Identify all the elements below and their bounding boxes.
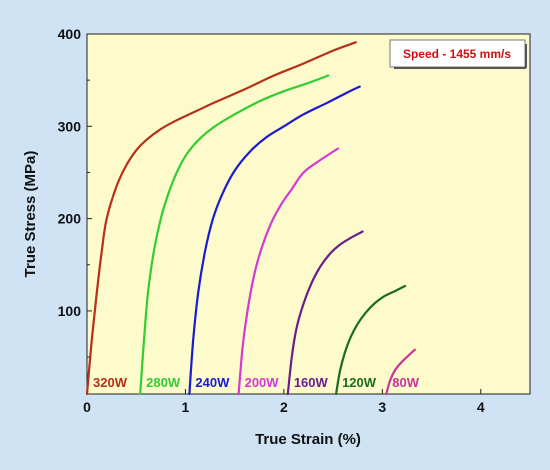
plot-area xyxy=(86,33,531,395)
y-tick-label: 400 xyxy=(58,26,82,42)
series-line-200w xyxy=(237,147,340,396)
y-tick-label: 100 xyxy=(58,303,82,319)
series-line-240w xyxy=(188,85,361,396)
series-label-240w: 240W xyxy=(195,375,230,390)
y-tick-label: 200 xyxy=(58,211,82,227)
series-label-120w: 120W xyxy=(342,375,377,390)
series-label-80w: 80W xyxy=(392,375,419,390)
x-tick-label: 1 xyxy=(182,399,190,415)
series-line-80w xyxy=(385,348,416,396)
annotation-text: Speed - 1455 mm/s xyxy=(403,47,511,61)
series-line-280w xyxy=(139,74,330,396)
series-label-280w: 280W xyxy=(146,375,181,390)
x-axis-title: True Strain (%) xyxy=(255,431,361,448)
series-label-160w: 160W xyxy=(294,375,329,390)
series-label-320w: 320W xyxy=(93,375,128,390)
series-line-320w xyxy=(85,41,357,396)
annotation-box xyxy=(389,39,526,68)
series-line-160w xyxy=(286,230,364,396)
x-tick-label: 2 xyxy=(280,399,288,415)
x-tick-label: 4 xyxy=(477,399,485,415)
x-tick-label: 0 xyxy=(83,399,91,415)
y-tick-label: 300 xyxy=(58,118,82,134)
series-line-120w xyxy=(335,284,407,396)
series-label-200w: 200W xyxy=(245,375,280,390)
y-axis-title: True Stress (MPa) xyxy=(22,151,39,278)
x-tick-label: 3 xyxy=(378,399,386,415)
